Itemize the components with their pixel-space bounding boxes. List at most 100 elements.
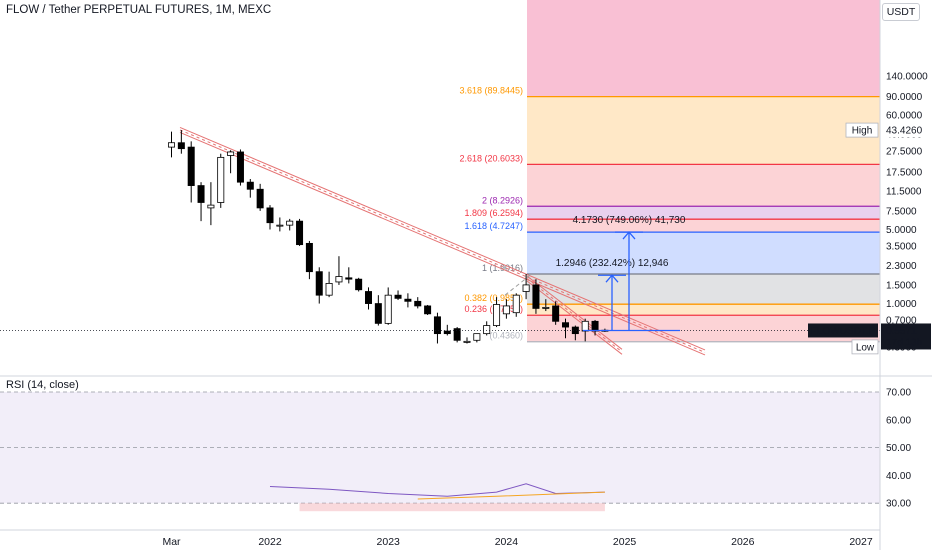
candle-body	[325, 283, 333, 296]
price-tick: 5.0000	[886, 225, 917, 236]
price-tick: 1.0000	[886, 299, 917, 310]
chart-title: FLOW / Tether PERPETUAL FUTURES, 1M, MEX…	[6, 4, 272, 16]
candle-body	[394, 294, 402, 299]
price-tick: 11.5000	[886, 187, 922, 198]
candle-body	[404, 298, 412, 302]
measure-label: 4.1730 (749.06%) 41,730	[573, 215, 686, 226]
candle-body	[463, 340, 471, 343]
candle-body	[315, 271, 323, 296]
measure-tools: 1.2946 (232.42%) 12,946 4.1730 (749.06%) …	[556, 215, 686, 332]
candle-body	[453, 328, 461, 341]
price-tick: 0.7000	[886, 315, 917, 326]
fib-label: 2 (8.2926)	[482, 195, 523, 205]
fib-lines	[527, 96, 880, 343]
candle-body	[246, 181, 254, 190]
fib-band	[527, 96, 880, 165]
fib-label: 1.809 (6.2594)	[464, 208, 523, 218]
candle-body	[493, 304, 501, 326]
candle-body	[424, 305, 432, 315]
candle-body	[197, 185, 205, 203]
high-badge-box	[881, 123, 931, 138]
candle-body	[266, 207, 274, 224]
time-tick: 2025	[613, 536, 637, 548]
fib-band	[527, 304, 880, 316]
trendline-long	[179, 126, 706, 351]
candle-body	[305, 242, 313, 273]
candle-body	[443, 330, 451, 335]
rsi-band	[0, 392, 880, 504]
currency-selector[interactable]: USDT	[882, 3, 920, 21]
candle-body	[384, 294, 392, 324]
candle-body	[522, 284, 530, 292]
trendline-short	[526, 280, 623, 355]
fib-band	[527, 0, 880, 97]
price-tick: 90.0000	[886, 92, 923, 103]
fib-label: 3.618 (89.8445)	[459, 86, 523, 96]
rsi-line	[269, 483, 605, 497]
symbol-tag	[808, 323, 878, 338]
fib-label: 0.382 (0.9859)	[464, 293, 523, 303]
candle-body	[256, 188, 264, 209]
rsi-pane	[0, 375, 932, 512]
price-badges: High43.4260Low0.3900FLOWUSDT.P0.557117d …	[808, 122, 931, 355]
candle-body	[217, 156, 225, 203]
candle-body	[335, 276, 343, 283]
fib-label: (0.4360)	[489, 331, 523, 341]
high-badge-tag	[845, 122, 879, 138]
candle-body	[581, 320, 589, 332]
last-price-value: 0.5571	[886, 326, 917, 337]
price-tick: 60.0000	[886, 111, 923, 122]
candle-body	[483, 325, 491, 335]
candle-body	[167, 142, 175, 148]
candle-body	[512, 294, 520, 314]
candle-body	[374, 303, 382, 324]
rsi-ma-line	[417, 491, 605, 500]
symbol-label: FLOWUSDT.P	[811, 326, 876, 337]
candle-body	[552, 305, 560, 322]
candle-body	[571, 326, 579, 335]
rsi-tick: 30.00	[886, 499, 911, 510]
fib-bands	[527, 0, 880, 342]
trendline-short	[526, 275, 623, 350]
time-tick: 2024	[495, 536, 519, 548]
fib-label: 1 (1.9016)	[482, 263, 523, 273]
candle-body	[364, 291, 372, 304]
price-tick: 140.0000	[886, 72, 928, 83]
rsi-tick: 70.00	[886, 388, 911, 399]
time-tick: 2027	[849, 536, 873, 548]
candle-body	[177, 142, 185, 150]
candle-body	[296, 220, 304, 246]
candle-body	[414, 300, 422, 307]
time-tick: 2026	[731, 536, 755, 548]
measure-label: 1.2946 (232.42%) 12,946	[556, 258, 669, 269]
price-tick: 1.5000	[886, 280, 917, 291]
low-badge-tag	[851, 339, 879, 355]
candle-body	[276, 224, 284, 227]
price-tick: 3.5000	[886, 241, 917, 252]
last-price-box	[881, 323, 931, 350]
fib-band	[527, 219, 880, 233]
rsi-tick: 60.00	[886, 415, 911, 426]
high-badge-value: 43.4260	[886, 126, 923, 137]
high-badge-label: High	[852, 126, 873, 137]
rsi-oversold-fill	[299, 503, 605, 512]
candle-body	[207, 204, 215, 209]
candle-body	[542, 306, 550, 309]
price-tick: 2.3000	[886, 261, 917, 272]
candle-body	[187, 146, 195, 186]
time-tick: 2022	[258, 536, 282, 548]
fib-label: 2.618 (20.6033)	[459, 153, 523, 163]
trendline-short	[526, 278, 623, 353]
candle-body	[227, 151, 235, 156]
countdown-value: 17d 13h	[886, 337, 922, 348]
candle-body	[286, 220, 294, 226]
candle-body	[345, 277, 353, 280]
candle-body	[236, 151, 244, 183]
candle-body	[591, 320, 599, 332]
rsi-tick: 50.00	[886, 443, 911, 454]
rsi-tick: 40.00	[886, 471, 911, 482]
fib-band	[527, 206, 880, 220]
trendline-long	[179, 129, 706, 353]
trendlines	[179, 126, 706, 356]
